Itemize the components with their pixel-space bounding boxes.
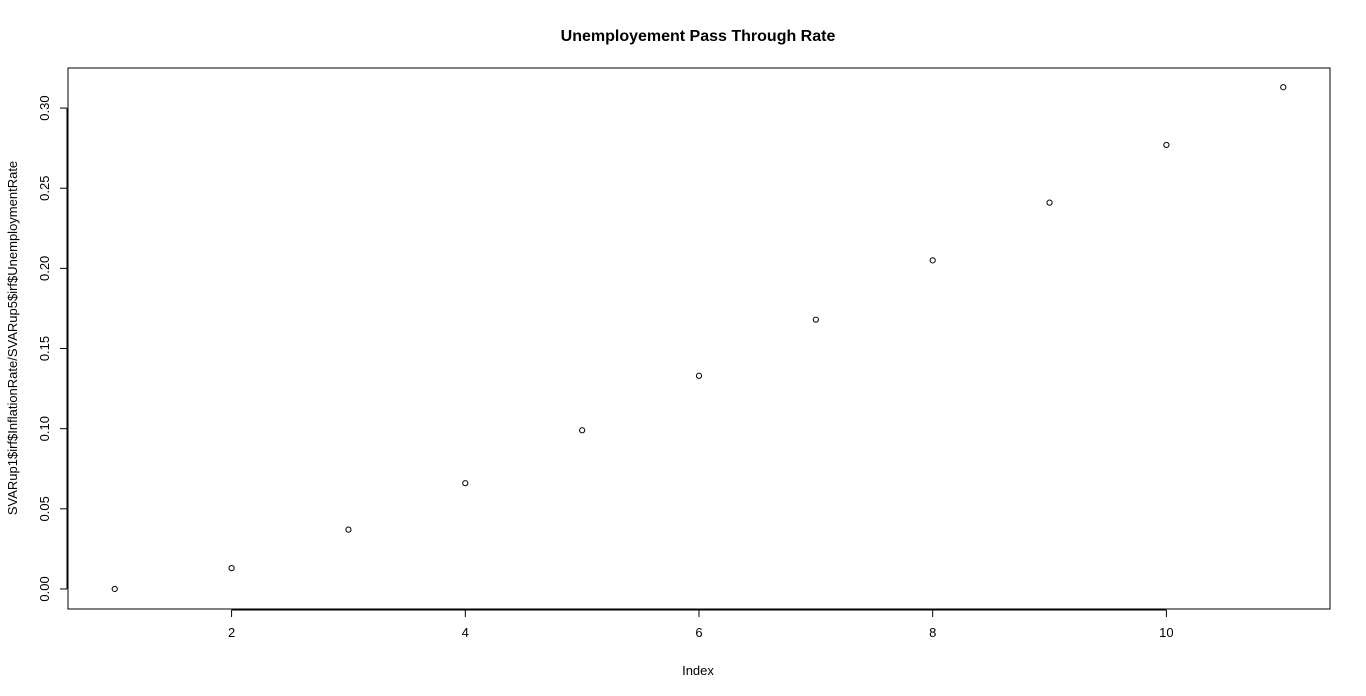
data-point [462,480,469,487]
data-points [111,84,1287,593]
plot-frame [67,67,1331,610]
y-tick-label: 0.25 [37,176,52,201]
y-tick-label: 0.10 [37,416,52,441]
y-axis: 0.00 0.05 0.10 0.15 0.20 0.25 0.30 [37,95,68,602]
y-axis-label: SVARup1$irf$InflationRate/SVARup5$irf$Un… [5,161,20,515]
data-point [111,585,118,593]
x-tick-label: 8 [929,625,936,640]
y-tick-label: 0.30 [37,95,52,120]
data-point [1163,141,1170,149]
data-point [1280,84,1287,91]
chart-title: Unemployement Pass Through Rate [561,28,836,45]
data-point [228,565,235,572]
x-tick-label: 10 [1159,625,1173,640]
data-point [695,372,703,379]
data-point [579,427,586,434]
x-tick-label: 2 [228,625,235,640]
x-tick-label: 6 [695,625,702,640]
y-tick-label: 0.05 [37,496,52,521]
x-tick-label: 4 [462,625,469,640]
y-tick-label: 0.20 [37,256,52,281]
data-point [812,316,819,323]
data-point [1046,199,1053,206]
y-tick-label: 0.15 [37,336,52,361]
data-point [345,526,352,533]
data-point [929,257,936,264]
y-tick-label: 0.00 [37,576,52,601]
x-axis: 2 4 6 8 10 [228,609,1174,640]
x-axis-label: Index [682,663,714,678]
